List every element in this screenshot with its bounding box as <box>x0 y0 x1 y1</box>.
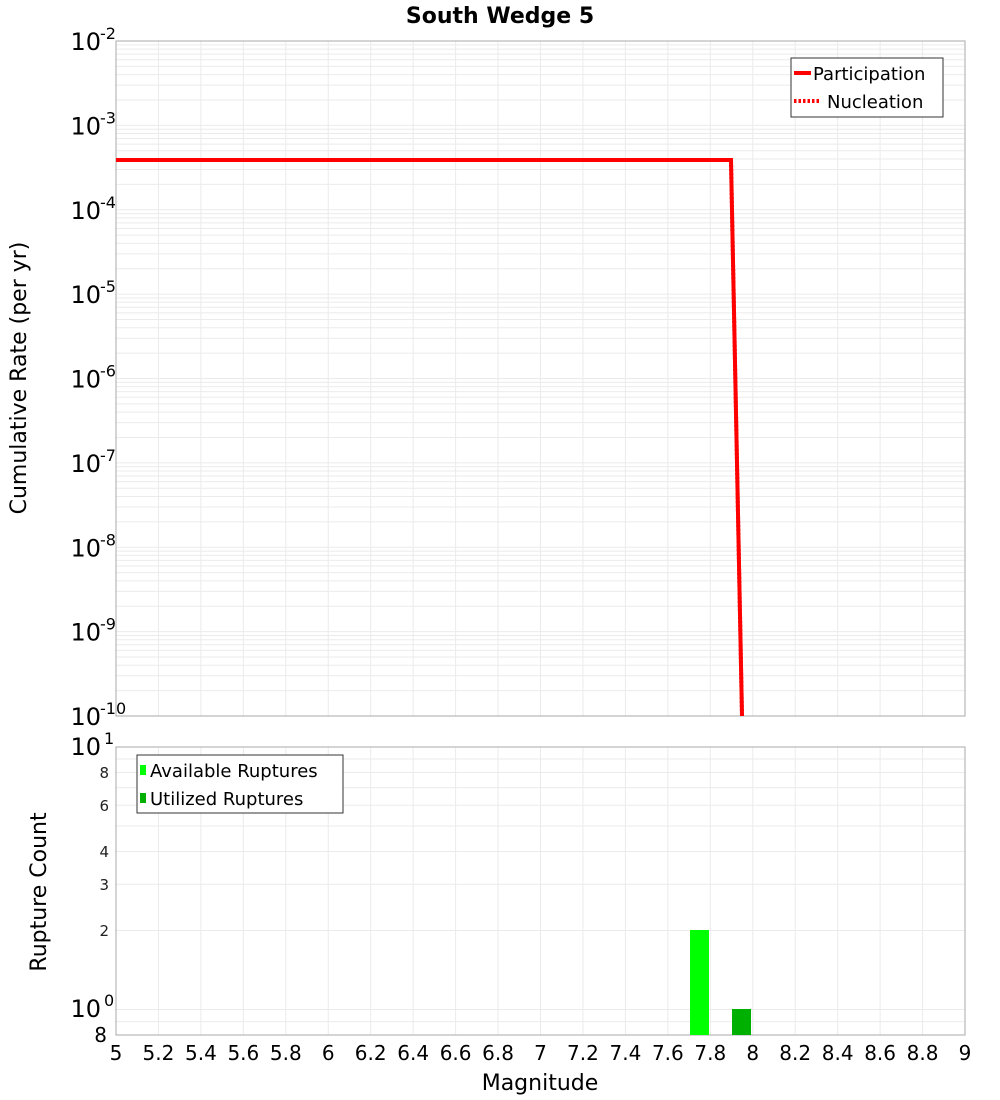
top-plot-area <box>115 40 966 717</box>
ytick-exponent: -5 <box>100 277 116 296</box>
ytick-exponent: -8 <box>100 530 116 549</box>
bottom-legend: Available Ruptures Utilized Ruptures <box>136 754 344 814</box>
top-y-tick-labels: 10-210-310-410-510-610-710-810-910-10 <box>70 24 126 731</box>
ytick-8-upper: 8 <box>99 764 109 782</box>
ytick-exponent: -7 <box>100 446 116 465</box>
top-y-axis-label: Cumulative Rate (per yr) <box>7 242 32 515</box>
ytick-label: 10 <box>70 619 101 647</box>
ytick-10e0: 10 <box>70 995 101 1023</box>
xtick-label: 6.6 <box>440 1041 472 1065</box>
ytick-label: 10 <box>70 534 101 562</box>
ytick-10e1: 10 <box>70 733 101 761</box>
ytick-8-lower: 8 <box>94 1023 107 1047</box>
ytick-label: 10 <box>70 450 101 478</box>
ytick-label: 10 <box>70 28 101 56</box>
xtick-label: 6.4 <box>397 1041 429 1065</box>
xtick-label: 6 <box>322 1041 335 1065</box>
ytick-label: 10 <box>70 366 101 394</box>
bottom-y-tick-labels: 10 1 8 6 4 3 2 10 0 8 <box>70 729 114 1047</box>
xtick-label: 8 <box>746 1041 759 1065</box>
ytick-exponent: -6 <box>100 362 116 381</box>
ytick-exponent: -10 <box>100 699 126 718</box>
legend-nucleation: Nucleation <box>827 92 923 113</box>
bottom-plot-border <box>115 746 966 1036</box>
ytick-label: 10 <box>70 112 101 140</box>
top-gridlines <box>116 41 965 717</box>
ytick-label: 10 <box>70 703 101 731</box>
xtick-label: 5.4 <box>185 1041 217 1065</box>
ytick-2: 2 <box>99 922 109 940</box>
bar-available-ruptures <box>690 930 709 1035</box>
x-axis-label: Magnitude <box>482 1071 599 1096</box>
xtick-label: 8.4 <box>822 1041 854 1065</box>
available-legend-swatch <box>140 765 146 775</box>
xtick-label: 6.2 <box>355 1041 387 1065</box>
xtick-label: 5.6 <box>227 1041 259 1065</box>
xtick-label: 6.8 <box>482 1041 514 1065</box>
ytick-10e0-exp: 0 <box>104 991 114 1010</box>
ytick-exponent: -9 <box>100 615 116 634</box>
xtick-label: 5.8 <box>270 1041 302 1065</box>
bottom-y-axis-label: Rupture Count <box>27 812 52 972</box>
ytick-4: 4 <box>99 843 109 861</box>
legend-participation: Participation <box>813 64 925 85</box>
xtick-label: 7 <box>534 1041 547 1065</box>
xtick-label: 5.2 <box>143 1041 175 1065</box>
chart-title: South Wedge 5 <box>406 4 594 29</box>
xtick-label: 7.2 <box>567 1041 599 1065</box>
ytick-6: 6 <box>99 797 109 815</box>
ytick-exponent: -3 <box>100 108 116 127</box>
ytick-3: 3 <box>99 876 109 894</box>
participation-line <box>116 158 744 717</box>
bar-utilized-ruptures <box>732 1009 751 1035</box>
utilized-legend-swatch <box>140 793 146 803</box>
xtick-label: 8.8 <box>907 1041 939 1065</box>
xtick-label: 5 <box>110 1041 123 1065</box>
ytick-exponent: -2 <box>100 24 116 43</box>
xtick-label: 7.6 <box>652 1041 684 1065</box>
ytick-label: 10 <box>70 197 101 225</box>
top-legend: Participation Nucleation <box>790 57 944 118</box>
ytick-label: 10 <box>70 281 101 309</box>
xtick-label: 7.4 <box>609 1041 641 1065</box>
xtick-label: 7.8 <box>694 1041 726 1065</box>
x-tick-labels: 5 5.2 5.4 5.6 5.8 6 6.2 6.4 6.6 6.8 7 7.2 7.4 7.6 7.8 8… <box>110 1041 972 1065</box>
xtick-label: 8.6 <box>864 1041 896 1065</box>
legend-utilized-ruptures: Utilized Ruptures <box>150 789 303 810</box>
top-plot-border <box>115 40 966 717</box>
xtick-label: 9 <box>959 1041 972 1065</box>
ytick-exponent: -4 <box>100 193 116 212</box>
xtick-label: 8.2 <box>779 1041 811 1065</box>
legend-available-ruptures: Available Ruptures <box>150 761 318 782</box>
ytick-10e1-exp: 1 <box>104 729 114 748</box>
